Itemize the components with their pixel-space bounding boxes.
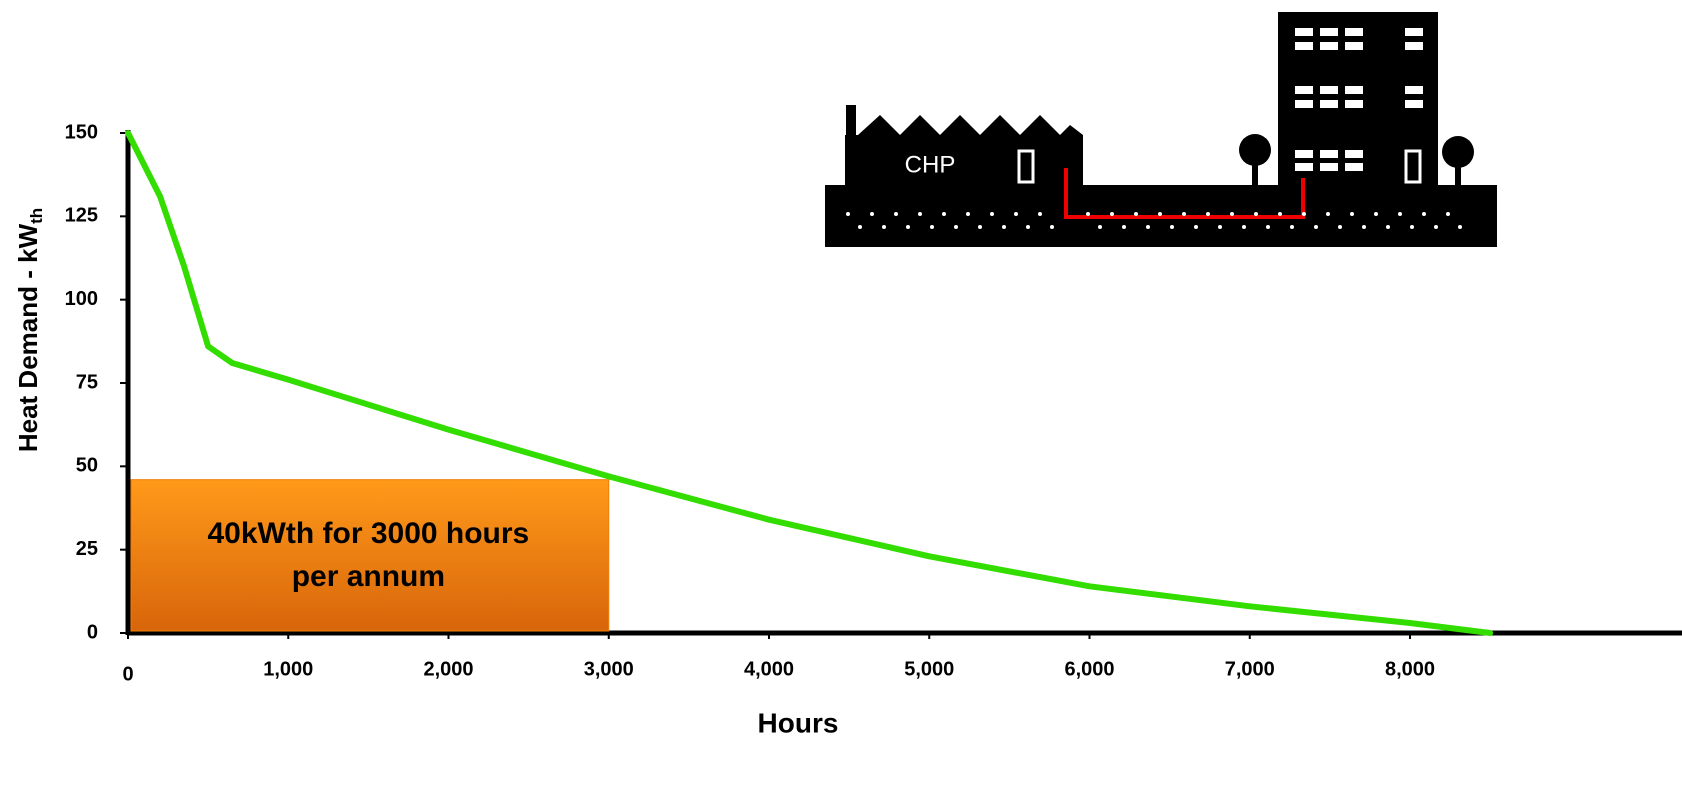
x-axis-title: Hours bbox=[758, 707, 839, 738]
tree-trunk bbox=[1252, 160, 1258, 186]
dot bbox=[1290, 225, 1294, 229]
dot bbox=[1386, 225, 1390, 229]
y-axis-title: Heat Demand - kWth bbox=[13, 208, 47, 452]
x-tick-label: 0 bbox=[122, 663, 133, 685]
dot bbox=[882, 225, 886, 229]
y-tick-label: 150 bbox=[65, 121, 98, 143]
y-tick-label: 25 bbox=[76, 538, 98, 560]
x-tick-label: 2,000 bbox=[423, 658, 473, 680]
building bbox=[1278, 12, 1438, 187]
dot bbox=[1002, 225, 1006, 229]
dot bbox=[1110, 212, 1114, 216]
dot bbox=[906, 225, 910, 229]
dot bbox=[1134, 212, 1138, 216]
dot bbox=[1314, 225, 1318, 229]
tree bbox=[1239, 134, 1271, 166]
dot bbox=[1050, 225, 1054, 229]
dot bbox=[1422, 212, 1426, 216]
dot bbox=[1182, 212, 1186, 216]
dot bbox=[978, 225, 982, 229]
ground-dots bbox=[846, 212, 1462, 229]
dot bbox=[1098, 225, 1102, 229]
dot bbox=[930, 225, 934, 229]
dot bbox=[894, 212, 898, 216]
dot bbox=[1446, 212, 1450, 216]
dot bbox=[846, 212, 850, 216]
dot bbox=[1122, 225, 1126, 229]
dot bbox=[1458, 225, 1462, 229]
demand-curve bbox=[125, 130, 1494, 636]
tree-trunk bbox=[1455, 162, 1461, 186]
capacity-block bbox=[130, 479, 610, 632]
dot bbox=[1338, 225, 1342, 229]
dot bbox=[1362, 225, 1366, 229]
x-tick-label: 5,000 bbox=[904, 658, 954, 680]
dot bbox=[1302, 212, 1306, 216]
dot bbox=[1038, 212, 1042, 216]
heat-pipe bbox=[1064, 168, 1305, 219]
dot bbox=[1410, 225, 1414, 229]
dot bbox=[870, 212, 874, 216]
dot bbox=[1206, 212, 1210, 216]
y-tick-label: 0 bbox=[87, 621, 98, 643]
chp-illustration: CHP bbox=[825, 12, 1497, 247]
dot bbox=[1266, 225, 1270, 229]
dot bbox=[1086, 212, 1090, 216]
dot bbox=[1374, 212, 1378, 216]
dot bbox=[1434, 225, 1438, 229]
dot bbox=[1278, 212, 1282, 216]
windows bbox=[1295, 28, 1423, 171]
tree bbox=[1442, 136, 1474, 168]
dot bbox=[1014, 212, 1018, 216]
y-tick-label: 100 bbox=[65, 288, 98, 310]
factory bbox=[845, 115, 1083, 185]
x-tick-label: 8,000 bbox=[1385, 658, 1435, 680]
x-tick-label: 7,000 bbox=[1225, 658, 1275, 680]
dot bbox=[858, 225, 862, 229]
dot bbox=[1398, 212, 1402, 216]
dot bbox=[990, 212, 994, 216]
dot bbox=[1230, 212, 1234, 216]
x-tick-label: 3,000 bbox=[584, 658, 634, 680]
chimney bbox=[846, 105, 856, 145]
dot bbox=[1026, 225, 1030, 229]
y-axis-title-sub: th bbox=[27, 208, 46, 224]
dot bbox=[966, 212, 970, 216]
door bbox=[1017, 149, 1035, 184]
y-axis-title-main: Heat Demand - kW bbox=[13, 223, 43, 452]
dot bbox=[954, 225, 958, 229]
x-tick-label: 6,000 bbox=[1064, 658, 1114, 680]
x-tick-label: 4,000 bbox=[744, 658, 794, 680]
y-tick-label: 50 bbox=[76, 455, 98, 477]
dot bbox=[1350, 212, 1354, 216]
dot bbox=[1254, 212, 1258, 216]
y-tick-label: 75 bbox=[76, 371, 98, 393]
y-tick-label: 125 bbox=[65, 205, 98, 227]
dot bbox=[1194, 225, 1198, 229]
dot bbox=[1146, 225, 1150, 229]
dot bbox=[942, 212, 946, 216]
door bbox=[1404, 149, 1422, 184]
block-label: per annum bbox=[292, 560, 445, 593]
block-label: 40kWth for 3000 hours bbox=[207, 517, 529, 550]
dot bbox=[1218, 225, 1222, 229]
dot bbox=[1242, 225, 1246, 229]
dot bbox=[1158, 212, 1162, 216]
dot bbox=[1170, 225, 1174, 229]
dot bbox=[1326, 212, 1330, 216]
chp-label: CHP bbox=[905, 151, 956, 178]
x-tick-label: 1,000 bbox=[263, 658, 313, 680]
dot bbox=[918, 212, 922, 216]
